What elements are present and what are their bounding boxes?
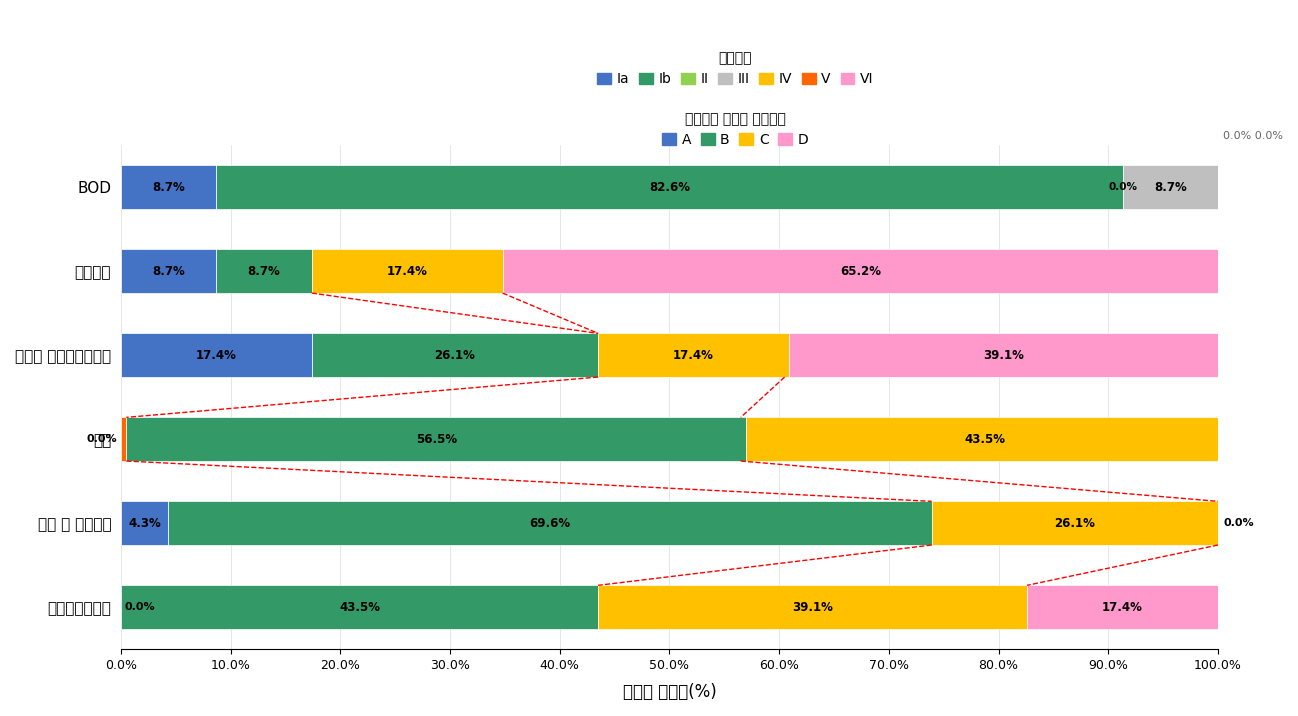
Text: 39.1%: 39.1%	[792, 601, 833, 614]
Text: 0.0%: 0.0%	[125, 602, 154, 612]
Bar	[121, 586, 598, 629]
Bar	[217, 165, 1123, 209]
Bar	[167, 501, 932, 545]
Text: 26.1%: 26.1%	[1054, 517, 1096, 530]
Bar	[217, 249, 312, 293]
Text: 43.5%: 43.5%	[339, 601, 380, 614]
Text: 8.7%: 8.7%	[152, 180, 184, 194]
Text: 8.7%: 8.7%	[152, 265, 184, 278]
Bar	[932, 501, 1218, 545]
Text: 17.4%: 17.4%	[387, 265, 427, 278]
Bar	[598, 586, 1027, 629]
Text: 69.6%: 69.6%	[530, 517, 570, 530]
Bar	[502, 249, 1218, 293]
Text: 8.7%: 8.7%	[248, 265, 280, 278]
Bar	[789, 334, 1218, 377]
Text: 8.7%: 8.7%	[1154, 180, 1186, 194]
Bar	[598, 334, 789, 377]
Bar	[746, 417, 1224, 461]
Text: 65.2%: 65.2%	[840, 265, 881, 278]
Bar	[1123, 165, 1218, 209]
Bar	[312, 249, 502, 293]
Text: 17.4%: 17.4%	[196, 349, 236, 362]
Text: 4.3%: 4.3%	[129, 517, 161, 530]
Text: 0.0%: 0.0%	[1108, 183, 1137, 192]
Text: 26.1%: 26.1%	[435, 349, 475, 362]
Legend: A, B, C, D: A, B, C, D	[662, 112, 809, 147]
Bar	[121, 249, 217, 293]
Text: 17.4%: 17.4%	[1102, 601, 1144, 614]
Text: 17.4%: 17.4%	[674, 349, 714, 362]
Text: 0.0%: 0.0%	[1224, 518, 1254, 528]
Text: 0.0%: 0.0%	[87, 434, 118, 444]
Bar	[1027, 586, 1218, 629]
Bar	[121, 165, 217, 209]
Text: 56.5%: 56.5%	[415, 432, 457, 445]
Bar	[121, 334, 312, 377]
Bar	[126, 417, 746, 461]
Text: 43.5%: 43.5%	[964, 432, 1006, 445]
Text: 82.6%: 82.6%	[649, 180, 691, 194]
Text: 0.0% 0.0%: 0.0% 0.0%	[1224, 131, 1284, 141]
X-axis label: 등급별 구간수(%): 등급별 구간수(%)	[623, 683, 716, 701]
Bar	[121, 417, 126, 461]
Bar	[121, 501, 167, 545]
Bar	[312, 334, 598, 377]
Text: 39.1%: 39.1%	[983, 349, 1024, 362]
